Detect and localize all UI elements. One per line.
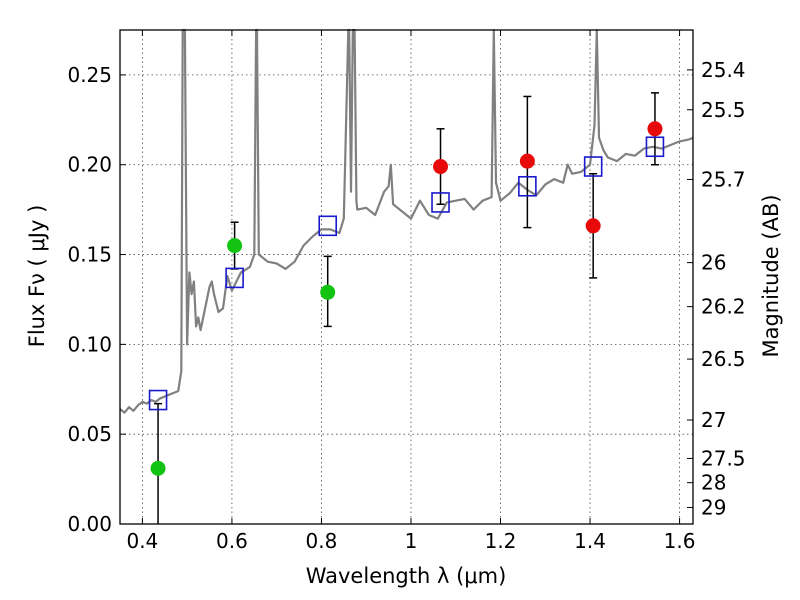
x-tick-label: 0.4 (126, 529, 158, 553)
spectrum-line (119, 28, 694, 414)
flux-point (150, 460, 166, 476)
grid (120, 30, 693, 525)
y-axis-label: Flux Fν ( μJy ) (25, 205, 49, 348)
y-tick-label: 0.00 (67, 512, 112, 536)
model-square (148, 389, 168, 411)
model-square (318, 215, 338, 237)
right-tick-label: 29 (701, 495, 726, 519)
y-axis-ticks: 0.00 0.05 0.10 0.15 0.20 0.25 (67, 63, 126, 536)
error-bars (154, 92, 659, 524)
model-square (583, 156, 603, 177)
flux-point (519, 153, 535, 169)
flux-point (647, 121, 663, 137)
right-tick-label: 27.5 (701, 446, 746, 470)
right-tick-label: 25.5 (701, 98, 746, 122)
model-square (518, 175, 537, 197)
y-tick-label: 0.20 (67, 153, 112, 177)
right-axis-label: Magnitude (AB) (759, 194, 783, 357)
right-tick-label: 26.5 (701, 347, 746, 371)
model-square (645, 136, 665, 158)
flux-point (433, 159, 449, 175)
observed-flux-points (150, 121, 663, 476)
x-tick-label: 0.6 (216, 529, 248, 553)
y-tick-label: 0.25 (67, 63, 112, 87)
x-tick-label: 1.6 (664, 529, 696, 553)
right-tick-label: 26.2 (701, 295, 746, 319)
right-tick-label: 25.7 (701, 167, 746, 191)
x-axis-label: Wavelength λ (μm) (306, 564, 507, 588)
right-tick-label: 27 (701, 408, 726, 432)
plot-frame (119, 29, 694, 525)
y-tick-label: 0.10 (67, 332, 112, 356)
right-tick-label: 25.4 (701, 58, 746, 82)
x-tick-label: 1 (405, 529, 418, 553)
model-photometry-squares (148, 136, 665, 411)
flux-point (227, 238, 243, 254)
flux-point (585, 218, 601, 234)
x-tick-label: 0.8 (306, 529, 338, 553)
model-square (431, 192, 450, 213)
model-spectrum (119, 28, 694, 414)
x-tick-label: 1.4 (574, 529, 606, 553)
model-square (225, 267, 244, 289)
y-tick-label: 0.15 (67, 243, 112, 267)
x-tick-label: 1.2 (485, 529, 517, 553)
y-tick-label: 0.05 (67, 422, 112, 446)
right-tick-label: 26 (701, 251, 726, 275)
x-axis-ticks: 0.4 0.6 0.8 1 1.2 1.4 1.6 (126, 30, 695, 553)
right-tick-label: 28 (701, 471, 726, 495)
flux-point (320, 284, 336, 300)
